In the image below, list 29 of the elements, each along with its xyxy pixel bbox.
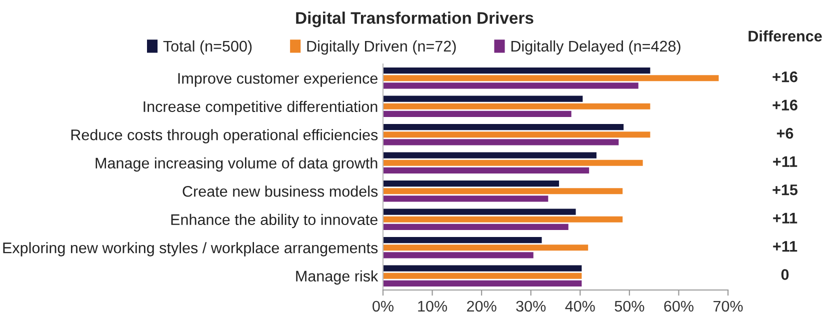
y-tick-label: Exploring new working styles / workplace arrangements bbox=[3, 242, 378, 256]
text: +11 bbox=[773, 156, 798, 167]
text: +11 bbox=[773, 241, 798, 252]
y-tick-label: Manage increasing volume of data growth bbox=[96, 157, 378, 172]
text: Difference bbox=[748, 30, 822, 42]
y-tick-label: Improve customer experience bbox=[178, 72, 378, 87]
text: +16 bbox=[772, 100, 798, 110]
text: +6 bbox=[776, 128, 794, 139]
x-tick-label: 10% bbox=[418, 300, 448, 312]
y-tick-label: Increase competitive differentiation bbox=[144, 100, 378, 116]
y-tick-label: Create new business models bbox=[182, 186, 378, 197]
x-tick-label: 70% bbox=[713, 300, 743, 312]
text: +15 bbox=[772, 184, 798, 196]
y-tick-label: Enhance the ability to innovate bbox=[171, 214, 378, 228]
legend-label: Total (n=500) bbox=[163, 40, 252, 55]
text: 0 bbox=[781, 269, 789, 280]
chart-title: Digital Transformation Drivers bbox=[296, 12, 534, 28]
y-tick-label: Manage risk bbox=[296, 270, 378, 285]
y-tick-label: Reduce costs through operational efficiencies bbox=[71, 129, 378, 144]
legend-label: Digitally Driven (n=72) bbox=[307, 40, 456, 55]
text: +16 bbox=[772, 71, 798, 82]
x-tick-label: 0% bbox=[372, 300, 394, 312]
x-tick-label: 30% bbox=[516, 300, 546, 312]
x-tick-label: 20% bbox=[467, 300, 496, 312]
x-tick-label: 40% bbox=[565, 300, 595, 312]
x-tick-label: 50% bbox=[614, 300, 644, 312]
text: +11 bbox=[773, 212, 798, 224]
x-tick-label: 60% bbox=[664, 300, 694, 312]
legend-label: Digitally Delayed (n=428) bbox=[511, 40, 680, 55]
